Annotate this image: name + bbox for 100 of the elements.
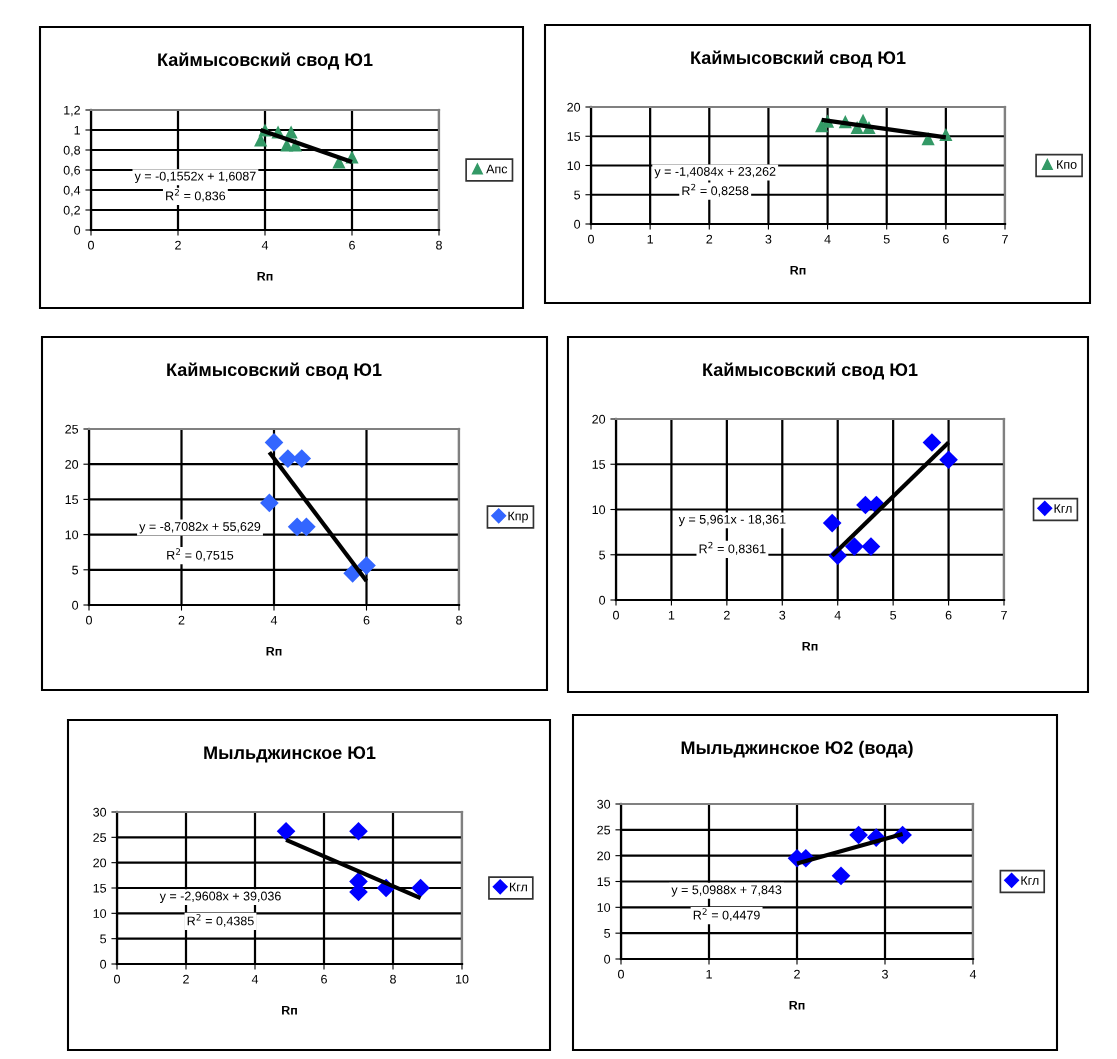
y-tick-label: 0 xyxy=(72,600,79,610)
annotation: R$^{2}$ = 0,4385 xyxy=(187,913,254,927)
x-tick-label: 5 xyxy=(883,234,890,244)
x-tick-label: 2 xyxy=(706,234,713,244)
x-tick-label: 3 xyxy=(882,969,888,979)
y-tick-label: 0 xyxy=(100,959,107,969)
point xyxy=(349,821,368,841)
y-tick-label: 30 xyxy=(93,807,107,817)
x-tick-label: 2 xyxy=(794,969,800,979)
x-tick-label: 7 xyxy=(1002,234,1008,244)
y-tick-label: 15 xyxy=(65,495,79,505)
point xyxy=(922,433,942,452)
chart-title: Каймысовский свод Ю1 xyxy=(158,52,373,70)
y-tick-label: 20 xyxy=(592,414,606,424)
x-tick-label: 4 xyxy=(270,615,278,625)
y-tick-label: 5 xyxy=(604,929,611,938)
y-tick-label: 0,8 xyxy=(63,145,81,157)
annotation: R$^{2}$ = 0,4479 xyxy=(693,908,760,922)
y-tick-label: 1,2 xyxy=(64,105,80,117)
x-tick-label: 4 xyxy=(969,969,977,979)
point xyxy=(357,556,376,575)
y-tick-label: 0,6 xyxy=(63,165,81,177)
x-tick-label: 4 xyxy=(251,974,259,984)
legend-label: Кгл xyxy=(1021,876,1039,885)
y-tick-label: 5 xyxy=(72,565,79,575)
y-tick-label: 20 xyxy=(597,851,611,861)
chart-title: Каймысовский свод Ю1 xyxy=(691,50,906,68)
y-tick-label: 10 xyxy=(567,161,581,171)
x-tick-label: 8 xyxy=(456,615,462,625)
point xyxy=(260,493,279,513)
y-tick-label: 0,2 xyxy=(63,205,80,217)
annotation: y = -8,7082x + 55,629 xyxy=(139,522,261,534)
y-tick-label: 5 xyxy=(100,934,107,944)
x-tick-label: 3 xyxy=(779,610,786,620)
annotation: y = 5,961x - 18,361 xyxy=(678,514,786,527)
x-tick-label: 2 xyxy=(183,974,189,984)
annotation: y = -0,1552x + 1,6087 xyxy=(134,171,256,184)
x-tick-label: 4 xyxy=(834,610,841,620)
x-tick-label: 5 xyxy=(890,610,897,620)
annotation: R$^{2}$ = 0,836 xyxy=(166,188,226,202)
y-tick-label: 15 xyxy=(592,460,606,469)
y-tick-label: 15 xyxy=(567,132,581,141)
y-tick-label: 20 xyxy=(567,102,581,112)
y-tick-label: 20 xyxy=(65,460,79,469)
x-tick-label: 6 xyxy=(363,615,370,625)
x-tick-label: 8 xyxy=(390,974,396,984)
y-tick-label: 15 xyxy=(597,877,611,887)
point xyxy=(264,433,284,452)
x-axis-title: Rп xyxy=(802,641,818,651)
legend-label: Апс xyxy=(486,164,508,174)
point xyxy=(822,513,842,533)
point xyxy=(276,821,296,841)
y-tick-label: 10 xyxy=(597,903,611,912)
y-tick-label: 20 xyxy=(93,858,107,868)
y-tick-label: 0,4 xyxy=(63,185,81,197)
y-tick-label: 1 xyxy=(74,125,80,135)
x-tick-label: 2 xyxy=(175,240,181,250)
x-tick-label: 6 xyxy=(349,240,355,250)
point xyxy=(411,878,430,898)
y-tick-label: 30 xyxy=(597,799,611,809)
x-axis-title: Rп xyxy=(282,1005,297,1015)
x-tick-label: 8 xyxy=(436,240,442,250)
point xyxy=(831,866,851,886)
x-tick-label: 1 xyxy=(647,234,654,244)
annotation: R$^{2}$ = 0,8258 xyxy=(682,183,749,197)
chart-title: Мыльджинское Ю1 xyxy=(204,746,376,763)
y-tick-label: 25 xyxy=(93,833,107,842)
point xyxy=(861,537,881,556)
y-tick-label: 5 xyxy=(599,550,606,560)
y-tick-label: 0 xyxy=(74,225,81,235)
annotation: R$^{2}$ = 0,8361 xyxy=(699,541,766,555)
y-tick-label: 0 xyxy=(599,595,606,605)
x-tick-label: 6 xyxy=(945,610,952,620)
point xyxy=(292,449,312,468)
legend-label: Кгл xyxy=(1054,504,1072,513)
x-tick-label: 6 xyxy=(321,974,327,984)
x-axis-title: Rп xyxy=(790,265,806,275)
y-tick-label: 25 xyxy=(65,424,79,434)
x-tick-label: 2 xyxy=(178,615,185,625)
x-tick-label: 7 xyxy=(1001,610,1007,620)
y-tick-label: 10 xyxy=(65,530,79,540)
point xyxy=(849,825,868,845)
y-tick-label: 0 xyxy=(604,954,611,964)
annotation: y = -2,9608x + 39,036 xyxy=(159,891,281,903)
y-tick-label: 10 xyxy=(93,909,107,918)
point xyxy=(939,450,958,470)
legend-label: Кпо xyxy=(1057,160,1077,169)
x-tick-label: 4 xyxy=(824,234,831,244)
annotation: y = -1,4084x + 23,262 xyxy=(654,167,776,179)
x-tick-label: 1 xyxy=(668,610,675,620)
x-tick-label: 1 xyxy=(706,969,712,979)
x-axis-title: Rп xyxy=(789,1000,805,1010)
chart-title: Мыльджинское Ю2 (вода) xyxy=(681,740,913,758)
x-tick-label: 0 xyxy=(86,615,92,625)
legend-label: Кпр xyxy=(508,511,528,523)
annotation: R$^{2}$ = 0,7515 xyxy=(167,548,234,562)
y-tick-label: 15 xyxy=(93,883,107,893)
x-tick-label: 0 xyxy=(618,969,624,979)
x-tick-label: 10 xyxy=(456,974,469,984)
annotation: y = 5,0988x + 7,843 xyxy=(671,885,782,897)
